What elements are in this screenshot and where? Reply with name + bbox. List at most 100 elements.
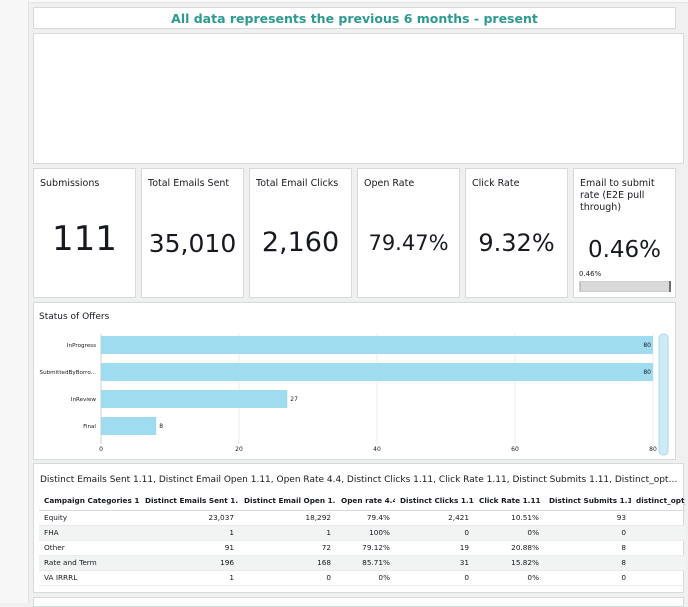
table-cell: 196	[140, 555, 239, 570]
date-range-banner: All data represents the previous 6 month…	[33, 7, 676, 29]
column-header[interactable]: Campaign Categories 12.9	[39, 491, 140, 510]
table-cell: 1	[140, 570, 239, 585]
next-visual-panel[interactable]	[33, 597, 684, 607]
y-category-label: SubmittedByBorro...	[40, 370, 97, 376]
banner-text: All data represents the previous 6 month…	[171, 11, 538, 26]
bar-value-label: 80	[643, 342, 651, 349]
table-cell: 1	[140, 525, 239, 540]
kpi-title: Open Rate	[364, 178, 414, 190]
x-tick-label: 0	[99, 446, 103, 453]
table-cell: 18,292	[239, 510, 336, 525]
kpi-click-rate[interactable]: Click Rate 9.32%	[465, 168, 568, 298]
table-cell: 8	[544, 555, 631, 570]
table-cell: 0%	[474, 570, 544, 585]
table-cell: 0	[544, 525, 631, 540]
kpi-title: Submissions	[40, 178, 99, 190]
kpi-title: Total Email Clicks	[256, 178, 338, 190]
column-header[interactable]: Distinct Submits 1.11	[544, 491, 631, 510]
table-cell: 85.71%	[336, 555, 395, 570]
top-divider	[29, 0, 688, 3]
table-header-row: Campaign Categories 12.9Distinct Emails …	[39, 491, 685, 510]
column-header[interactable]: Open rate 4.4	[336, 491, 395, 510]
bar	[101, 336, 653, 354]
campaign-table: Campaign Categories 12.9Distinct Emails …	[39, 491, 685, 586]
kpi-value: 9.32%	[466, 229, 567, 257]
table-cell: FHA	[39, 525, 140, 540]
kpi-email-to-submit-rate[interactable]: Email to submit rate (E2E pull through) …	[573, 168, 676, 298]
table-cell	[631, 510, 685, 525]
progress-label: 0.46%	[579, 270, 601, 278]
table-cell: Other	[39, 540, 140, 555]
progress-bar	[579, 281, 671, 292]
kpi-value: 35,010	[142, 229, 243, 258]
y-category-label: Final	[83, 424, 96, 430]
table-cell: 79.4%	[336, 510, 395, 525]
table-cell: Equity	[39, 510, 140, 525]
bar-value-label: 27	[290, 396, 298, 403]
table-cell: 72	[239, 540, 336, 555]
chart-scrollbar[interactable]	[659, 334, 668, 455]
table-cell: 168	[239, 555, 336, 570]
kpi-open-rate[interactable]: Open Rate 79.47%	[357, 168, 460, 298]
x-tick-label: 80	[649, 446, 657, 453]
table-cell: VA IRRRL	[39, 570, 140, 585]
bar-value-label: 8	[159, 423, 163, 430]
table-cell	[631, 540, 685, 555]
table-cell: 79.12%	[336, 540, 395, 555]
table-cell: 20.88%	[474, 540, 544, 555]
column-header[interactable]: Distinct Emails Sent 1.11	[140, 491, 239, 510]
table-cell: 0	[544, 570, 631, 585]
kpi-value: 79.47%	[358, 231, 459, 255]
kpi-total-email-clicks[interactable]: Total Email Clicks 2,160	[249, 168, 352, 298]
table-cell: 0%	[474, 525, 544, 540]
y-category-label: InReview	[71, 397, 97, 403]
table-cell: 0%	[336, 570, 395, 585]
empty-visual-panel[interactable]	[33, 33, 684, 164]
table-cell: 19	[395, 540, 474, 555]
kpi-title: Click Rate	[472, 178, 519, 190]
x-tick-label: 20	[235, 446, 243, 453]
campaign-table-panel[interactable]: Distinct Emails Sent 1.11, Distinct Emai…	[33, 463, 684, 593]
table-cell: 0	[395, 525, 474, 540]
bar	[101, 417, 156, 435]
column-header[interactable]: distinct_opt_	[631, 491, 685, 510]
kpi-value: 2,160	[250, 227, 351, 258]
table-cell: 23,037	[140, 510, 239, 525]
kpi-value: 111	[34, 219, 135, 259]
bar-value-label: 80	[643, 369, 651, 376]
table-caption: Distinct Emails Sent 1.11, Distinct Emai…	[40, 475, 678, 485]
bar	[101, 363, 653, 381]
table-cell	[631, 525, 685, 540]
kpi-total-emails-sent[interactable]: Total Emails Sent 35,010	[141, 168, 244, 298]
table-cell: 0	[239, 570, 336, 585]
table-cell: 2,421	[395, 510, 474, 525]
column-header[interactable]: Distinct Clicks 1.11	[395, 491, 474, 510]
y-category-label: InProgress	[67, 343, 96, 349]
table-cell: 100%	[336, 525, 395, 540]
column-header[interactable]: Distinct Email Open 1.11	[239, 491, 336, 510]
table-cell	[631, 570, 685, 585]
progress-end-marker	[669, 281, 671, 292]
kpi-submissions[interactable]: Submissions 111	[33, 168, 136, 298]
column-header[interactable]: Click Rate 1.11	[474, 491, 544, 510]
left-rail	[0, 0, 29, 603]
table-cell: 93	[544, 510, 631, 525]
x-tick-label: 60	[511, 446, 519, 453]
table-cell: 31	[395, 555, 474, 570]
bar	[101, 390, 287, 408]
table-cell: 15.82%	[474, 555, 544, 570]
table-cell: Rate and Term	[39, 555, 140, 570]
table-cell: 8	[544, 540, 631, 555]
kpi-title: Email to submit rate (E2E pull through)	[580, 178, 672, 214]
table-cell: 91	[140, 540, 239, 555]
table-cell	[631, 555, 685, 570]
kpi-value: 0.46%	[574, 237, 675, 263]
